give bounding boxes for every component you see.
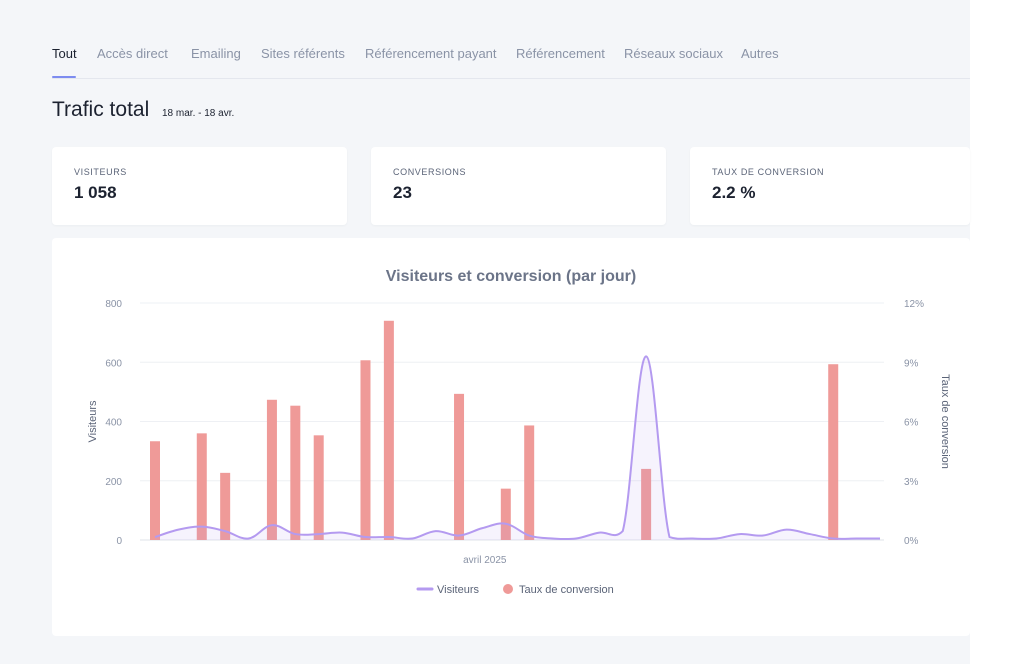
legend-label-conversion: Taux de conversion <box>519 584 614 596</box>
conversion-bar <box>360 360 371 540</box>
stat-value: 2.2 % <box>712 183 756 202</box>
stat-card-visitors: VISITEURS 1 058 <box>52 147 347 225</box>
tab-reseaux-sociaux[interactable]: Réseaux sociaux <box>624 46 723 61</box>
conversion-bar <box>220 472 231 540</box>
tab-acces-direct[interactable]: Accès direct <box>97 46 168 61</box>
y-left-tick-label: 800 <box>105 299 122 310</box>
conversion-bar <box>313 435 324 540</box>
tab-emailing[interactable]: Emailing <box>191 46 241 61</box>
tab-sites-referents[interactable]: Sites référents <box>261 46 345 61</box>
visitors-conversion-chart: Visiteurs et conversion (par jour) 0 0% 200… <box>87 268 951 596</box>
conversion-bar <box>524 425 535 540</box>
legend-swatch-conversion <box>503 584 513 594</box>
stat-label: TAUX DE CONVERSION <box>712 167 825 177</box>
tab-referencement[interactable]: Référencement <box>516 46 605 61</box>
date-range: 18 mar. - 18 avr. <box>162 108 235 119</box>
page-title: Trafic total <box>52 98 150 121</box>
tab-referencement-payant[interactable]: Référencement payant <box>365 46 497 61</box>
y-left-tick-label: 400 <box>105 418 122 429</box>
y-left-tick-label: 600 <box>105 358 122 369</box>
conversion-bar <box>266 399 277 540</box>
page-edge <box>970 0 1020 664</box>
traffic-source-tabs: Tout Accès direct Emailing Sites référen… <box>52 0 970 79</box>
stat-label: VISITEURS <box>74 167 127 177</box>
y-right-tick-label: 9% <box>904 358 919 369</box>
visitors-line <box>154 355 880 541</box>
active-tab-indicator <box>52 76 76 78</box>
stat-value: 23 <box>393 183 412 202</box>
conversion-bar <box>454 393 465 540</box>
y-left-tick-label: 0 <box>116 536 122 547</box>
stat-card-conversion-rate: TAUX DE CONVERSION 2.2 % <box>690 147 970 225</box>
conversion-bar <box>828 364 839 540</box>
x-tick-label: avril 2025 <box>463 555 507 566</box>
chart-title: Visiteurs et conversion (par jour) <box>386 268 636 285</box>
tab-autres[interactable]: Autres <box>741 46 779 61</box>
y-right-tick-label: 6% <box>904 418 919 429</box>
chart-card: Visiteurs et conversion (par jour) 0 0% 200… <box>52 238 970 636</box>
conversion-bar <box>196 433 207 540</box>
conversion-bar <box>150 441 160 540</box>
tab-tout[interactable]: Tout <box>52 46 77 61</box>
stat-card-conversions: CONVERSIONS 23 <box>371 147 666 225</box>
conversion-bar <box>383 320 394 540</box>
title-row: Trafic total 18 mar. - 18 avr. <box>52 98 234 122</box>
conversion-bar <box>641 468 652 540</box>
stat-label: CONVERSIONS <box>393 167 467 177</box>
stat-value: 1 058 <box>74 183 117 202</box>
legend-label-visitors: Visiteurs <box>437 584 479 596</box>
y-left-tick-label: 200 <box>105 477 122 488</box>
y-right-axis-label: Taux de conversion <box>939 374 951 469</box>
y-right-tick-label: 3% <box>904 477 919 488</box>
conversion-bar <box>500 488 511 540</box>
visitors-area <box>155 356 880 540</box>
y-right-tick-label: 0% <box>904 536 919 547</box>
y-right-tick-label: 12% <box>904 299 924 310</box>
conversion-bar <box>290 405 301 540</box>
y-left-axis-label: Visiteurs <box>87 400 99 442</box>
